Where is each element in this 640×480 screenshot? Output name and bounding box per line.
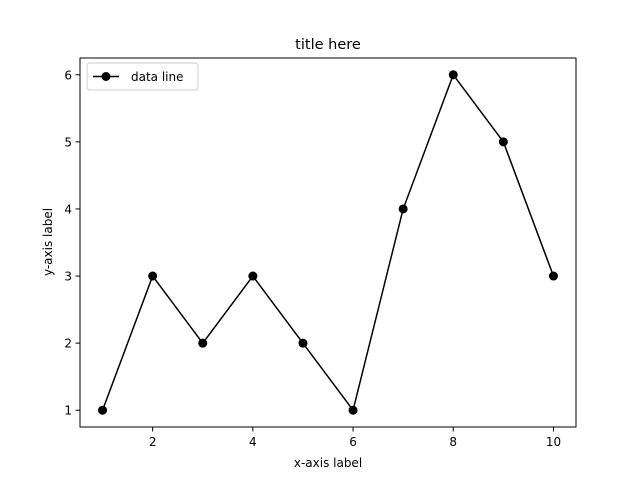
y-axis-title: y-axis label	[41, 208, 55, 276]
x-tick-label: 4	[249, 435, 257, 449]
data-point	[498, 137, 508, 147]
data-point	[448, 70, 458, 80]
data-point	[548, 271, 558, 281]
legend-marker-sample	[101, 72, 111, 81]
y-tick-label: 1	[64, 404, 72, 418]
series-line	[101, 74, 555, 411]
legend: data line	[86, 62, 199, 91]
data-point	[348, 405, 358, 415]
y-tick-label: 2	[64, 337, 72, 351]
data-point	[148, 271, 158, 281]
plot-area	[79, 57, 577, 428]
y-tick-label: 6	[64, 68, 72, 82]
chart-title: title here	[295, 37, 361, 53]
y-tick-label: 5	[64, 135, 72, 149]
data-point	[248, 271, 258, 281]
legend-entry-label: data line	[131, 70, 184, 84]
data-point	[398, 204, 408, 214]
legend-box	[86, 62, 199, 91]
series-layer	[98, 70, 558, 415]
y-tick-label: 3	[64, 270, 72, 284]
x-axis-title: x-axis label	[294, 456, 362, 470]
x-tick-label: 2	[149, 435, 157, 449]
data-point	[98, 405, 108, 415]
x-tick-label: 6	[349, 435, 357, 449]
y-axis: 1 2 3 4 5 6	[64, 68, 80, 418]
y-tick-label: 4	[64, 202, 72, 216]
data-point	[198, 338, 208, 348]
x-axis: 2 4 6 8 10	[149, 427, 561, 449]
x-tick-label: 8	[449, 435, 457, 449]
x-tick-label: 10	[546, 435, 561, 449]
data-point	[298, 338, 308, 348]
